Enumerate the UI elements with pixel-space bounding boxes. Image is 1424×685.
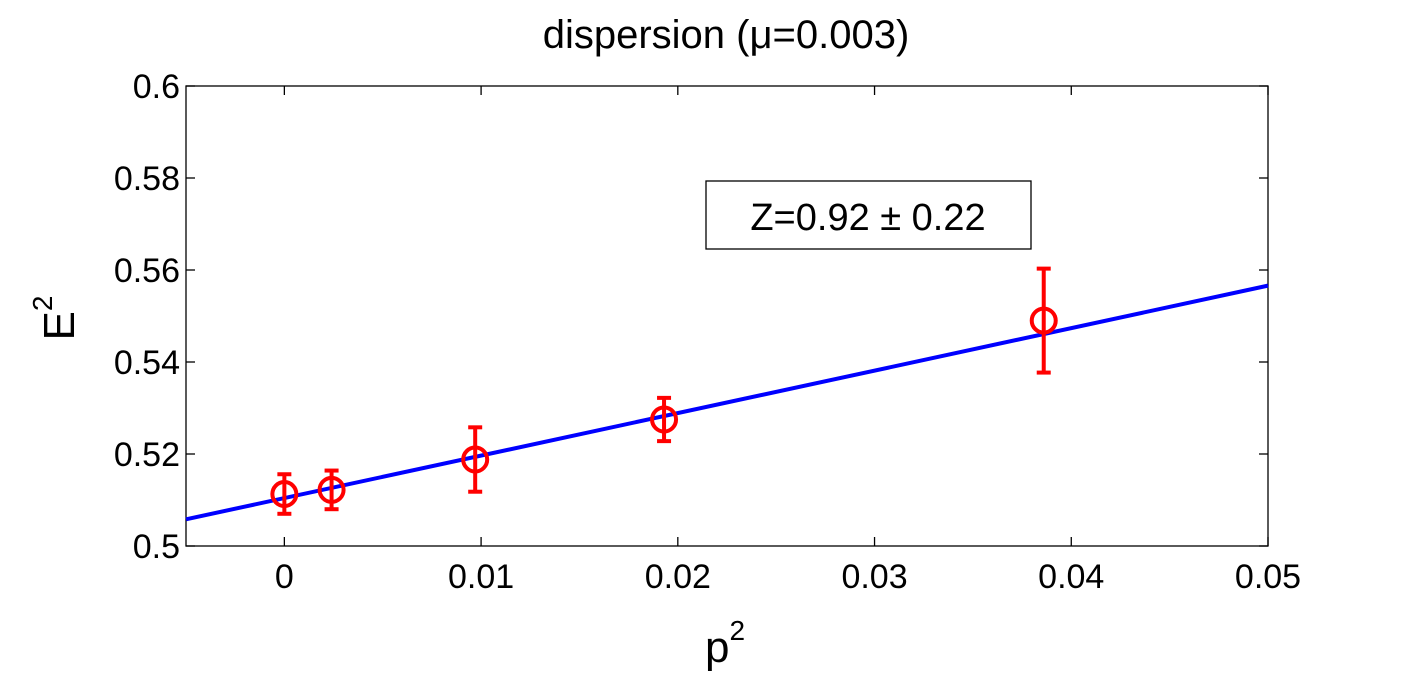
data-marker [270, 480, 299, 509]
y-tick-label: 0.52 [114, 436, 180, 474]
x-tick-label: 0.03 [841, 558, 907, 596]
annotation-box: Z=0.92 ± 0.22 [705, 180, 1032, 250]
data-point [461, 425, 490, 494]
chart-title: dispersion (μ=0.003) [543, 13, 910, 57]
data-marker [317, 475, 346, 504]
annotation-text: Z=0.92 ± 0.22 [750, 197, 985, 239]
y-tick-label: 0.5 [133, 528, 180, 566]
y-tick-label: 0.56 [114, 252, 180, 290]
x-axis-title-base: p [705, 623, 729, 672]
data-point [650, 395, 679, 444]
x-tick-label: 0.01 [448, 558, 514, 596]
y-tick-label: 0.6 [133, 68, 180, 106]
annotation-frame [705, 180, 1032, 250]
x-tick-label: 0.05 [1235, 558, 1301, 596]
y-tick-label: 0.58 [114, 160, 180, 198]
data-point [1029, 266, 1058, 375]
axes-frame [185, 85, 1269, 547]
data-point [317, 468, 346, 512]
data-points-group [270, 266, 1058, 516]
x-axis-title-sup: 2 [729, 615, 745, 646]
fit-line [185, 283, 1269, 522]
x-tick-label: 0.02 [645, 558, 711, 596]
plot-area [185, 85, 1269, 547]
data-marker [650, 405, 679, 434]
fit-line-group [185, 283, 1269, 522]
data-marker [461, 445, 490, 474]
y-axis-title: E2 [27, 296, 84, 341]
y-tick-label: 0.54 [114, 344, 180, 382]
x-axis-title: p2 [705, 615, 745, 672]
y-axis-title-base: E [35, 311, 84, 340]
y-axis-title-sup: 2 [27, 296, 58, 312]
data-marker [1029, 306, 1058, 335]
axis-tick-labels: 0 0.01 0.02 0.03 0.04 0.05 0.5 0.52 0.54 0.56 0.58… [114, 68, 1301, 596]
x-tick-label: 0.04 [1038, 558, 1104, 596]
data-point [270, 472, 299, 516]
axis-ticks [186, 85, 1269, 547]
x-tick-label: 0 [275, 558, 294, 596]
